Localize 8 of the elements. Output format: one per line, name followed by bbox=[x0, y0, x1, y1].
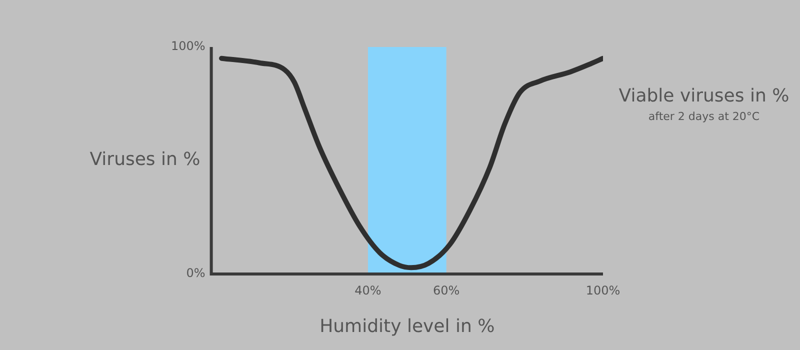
x-axis-title: Humidity level in % bbox=[320, 316, 495, 337]
text: after 2 days at 20°C bbox=[648, 110, 760, 123]
y-axis-title: Viruses in % bbox=[90, 149, 200, 170]
x-tick-label: 100% bbox=[586, 283, 620, 298]
y-tick-label: 0% bbox=[186, 266, 206, 280]
x-tick-label: 40% bbox=[354, 283, 382, 298]
text: Viable viruses in % bbox=[618, 86, 790, 107]
x-tick-label: 60% bbox=[432, 283, 460, 298]
